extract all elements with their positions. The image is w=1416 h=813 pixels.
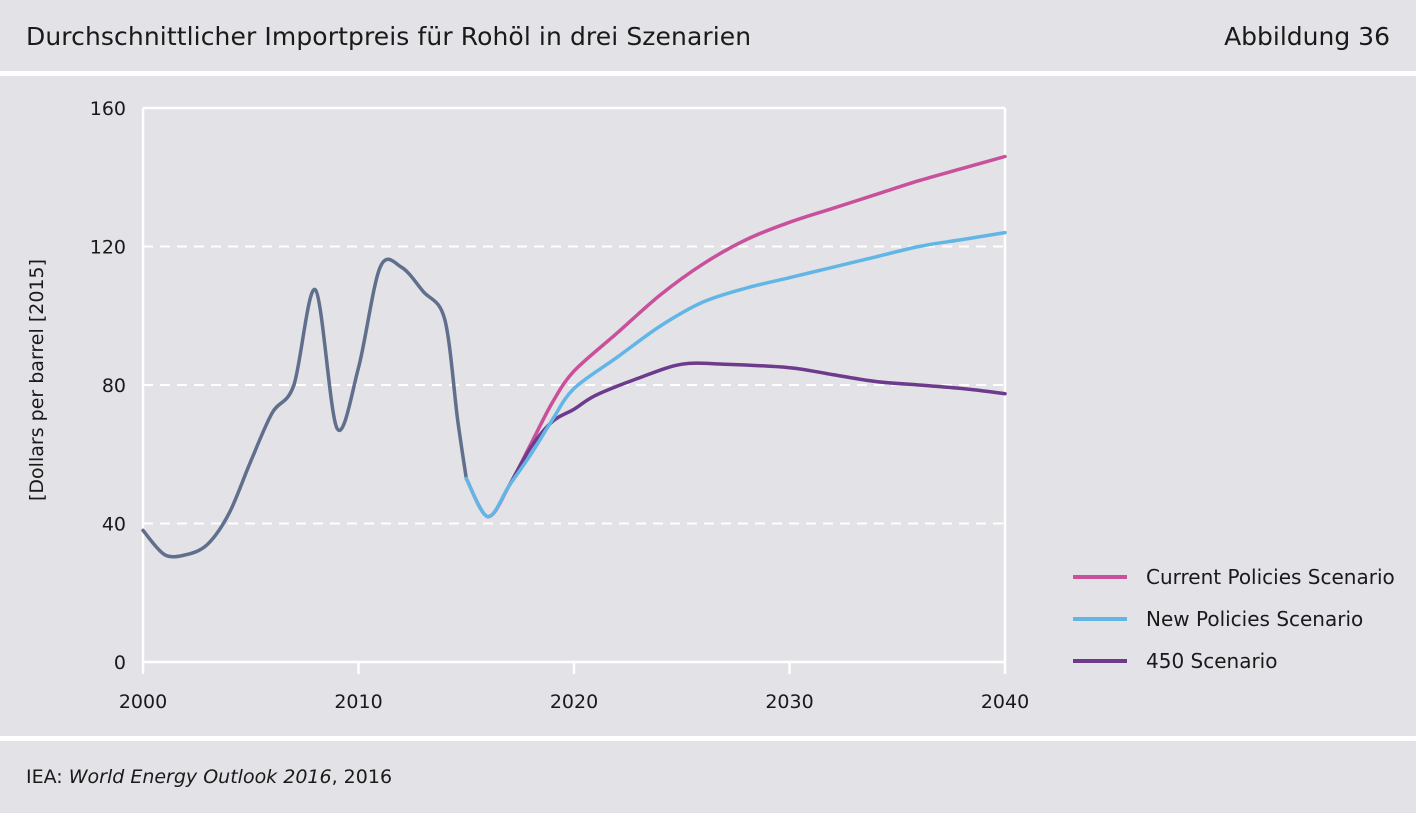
series-line-current-policies-scenario — [464, 154, 1007, 519]
y-tick-label-80: 80 — [102, 375, 126, 397]
source-note: IEA: World Energy Outlook 2016, 2016 — [26, 766, 392, 788]
source-title: World Energy Outlook 2016 — [68, 766, 332, 788]
header-divider — [0, 71, 1416, 76]
legend-label-450-scenario: 450 Scenario — [1146, 649, 1277, 673]
y-tick-label-40: 40 — [102, 514, 126, 536]
grid-layer — [143, 245, 1005, 525]
y-tick-label-120: 120 — [90, 237, 126, 259]
legend: Current Policies Scenario New Policies Sc… — [1073, 565, 1395, 673]
x-tick-label-2000: 2000 — [119, 691, 167, 713]
header: Durchschnittlicher Importpreis für Rohöl… — [0, 0, 1416, 72]
x-tick-label-2010: 2010 — [334, 691, 382, 713]
series-line-new-policies-scenario — [464, 230, 1007, 519]
x-tick-label-2040: 2040 — [981, 691, 1029, 713]
axis-layer — [141, 106, 1007, 674]
chart-title: Durchschnittlicher Importpreis für Rohöl… — [26, 22, 752, 51]
source-prefix: IEA: — [26, 766, 69, 788]
tick-labels: 0 40 80 120 160 2000 2010 2020 2030 2040 — [90, 98, 1029, 713]
legend-label-new-policies-scenario: New Policies Scenario — [1146, 607, 1363, 631]
series-layer — [141, 154, 1007, 559]
x-tick-label-2020: 2020 — [550, 691, 598, 713]
y-axis-title: [Dollars per barrel [2015] — [26, 259, 48, 501]
series-line-450-scenario — [507, 361, 1007, 488]
footer-divider — [0, 736, 1416, 741]
series-line-historical — [141, 257, 469, 559]
source-suffix: , 2016 — [331, 766, 393, 788]
y-tick-label-160: 160 — [90, 98, 126, 120]
legend-label-current-policies-scenario: Current Policies Scenario — [1146, 565, 1395, 589]
figure-label: Abbildung 36 — [1224, 22, 1390, 51]
y-tick-label-0: 0 — [114, 652, 126, 674]
x-tick-label-2030: 2030 — [765, 691, 813, 713]
